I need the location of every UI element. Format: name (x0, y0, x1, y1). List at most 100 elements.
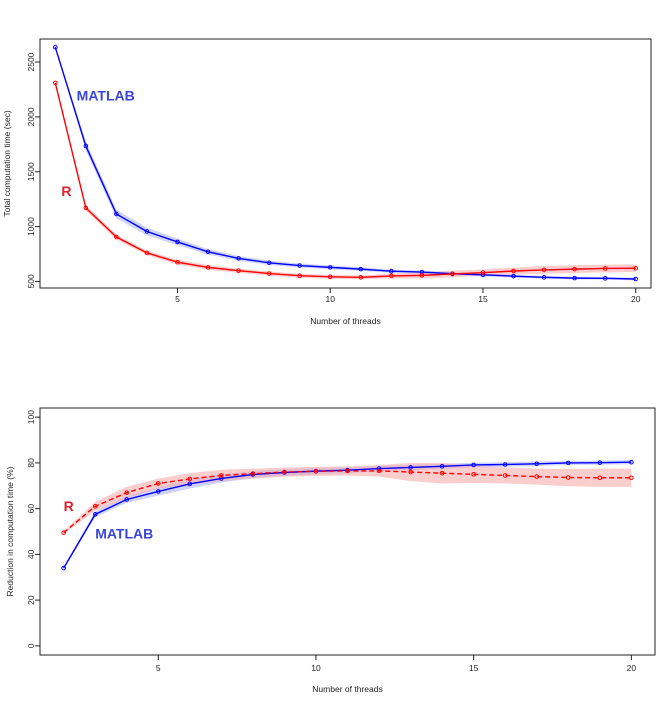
point-r (61, 530, 66, 535)
point-r (439, 470, 445, 476)
point-r (266, 271, 272, 276)
point-r (597, 475, 603, 481)
point-r (114, 234, 119, 240)
x-tick-label: 10 (325, 294, 335, 304)
point-r (250, 471, 256, 476)
point-matlab (327, 265, 333, 270)
y-tick-label: 20 (26, 595, 36, 605)
y-tick-label: 80 (26, 458, 36, 468)
point-r (52, 80, 58, 86)
point-matlab (629, 459, 634, 465)
point-r (297, 273, 302, 279)
top-panel-chart: 5 10 15 20 500 1000 1500 2000 2500 Number of thre… (2, 38, 652, 326)
point-r (205, 265, 211, 270)
annotation-matlab: MATLAB (95, 525, 153, 541)
point-matlab (534, 461, 540, 467)
y-tick-label: 40 (26, 549, 36, 559)
point-matlab (52, 44, 58, 50)
point-matlab (92, 512, 98, 517)
point-r (313, 469, 319, 474)
point-r (629, 475, 634, 481)
point-matlab (144, 229, 150, 234)
point-matlab (175, 239, 180, 245)
annotation-matlab: MATLAB (77, 87, 135, 103)
point-matlab (408, 465, 413, 470)
x-axis-title: Number of threads (312, 684, 382, 694)
point-r (144, 250, 150, 256)
point-r (541, 267, 547, 273)
point-r (633, 265, 639, 271)
point-r (155, 481, 161, 486)
point-r (419, 273, 425, 278)
x-tick-label: 10 (311, 663, 321, 673)
point-matlab (297, 263, 302, 268)
point-r (92, 504, 98, 509)
line-matlab (54, 47, 636, 280)
x-tick-label: 15 (469, 663, 479, 673)
y-axis-title: Total computation time (sec) (2, 110, 12, 216)
x-tick-label: 20 (631, 294, 641, 304)
point-r (534, 474, 540, 479)
annotation-r: R (64, 498, 74, 514)
y-tick-label: 0 (26, 643, 36, 648)
point-r (83, 205, 89, 211)
annotation-r: R (61, 183, 71, 199)
y-tick-label: 1500 (26, 162, 36, 181)
y-tick-label: 100 (26, 410, 36, 424)
point-r (502, 473, 508, 478)
point-r (219, 473, 224, 478)
point-matlab (439, 464, 445, 469)
point-r (358, 275, 364, 280)
point-r (480, 270, 486, 275)
y-tick-label: 500 (26, 274, 36, 288)
point-matlab (155, 489, 161, 494)
x-tick-label: 20 (627, 663, 637, 673)
point-r (572, 266, 577, 272)
x-tick-label: 5 (175, 294, 180, 304)
x-tick-label: 5 (156, 663, 161, 673)
band-matlab (55, 46, 636, 281)
point-matlab (633, 276, 639, 282)
point-matlab (205, 249, 211, 255)
x-axis-title: Number of threads (310, 316, 380, 326)
point-matlab (502, 462, 508, 467)
point-matlab (565, 460, 571, 466)
point-r (187, 476, 193, 482)
y-tick-label: 1000 (26, 217, 36, 236)
point-matlab (61, 565, 66, 571)
plot-frame (39, 38, 652, 289)
point-matlab (572, 275, 577, 281)
y-tick-label: 60 (26, 504, 36, 514)
point-r (282, 469, 287, 475)
point-matlab (597, 460, 603, 465)
point-r (450, 271, 455, 277)
point-matlab (511, 273, 516, 279)
point-r (236, 268, 241, 273)
point-r (124, 490, 130, 495)
y-tick-label: 2500 (26, 52, 36, 71)
point-r (602, 266, 608, 271)
point-matlab (124, 497, 130, 502)
point-matlab (389, 268, 394, 274)
point-r (565, 475, 571, 480)
band-r (63, 462, 632, 534)
point-matlab (219, 476, 224, 481)
point-r (408, 469, 413, 475)
point-matlab (471, 462, 476, 468)
point-matlab (266, 260, 272, 266)
y-tick-label: 2000 (26, 107, 36, 126)
point-r (175, 259, 180, 265)
bottom-panel-chart: 5 10 15 20 0 20 40 60 80 100 Number of threads Redu… (5, 407, 656, 694)
point-matlab (358, 266, 364, 272)
line-r (63, 470, 632, 534)
plot-frame (39, 407, 656, 656)
y-axis-title: Reduction in computation time (%) (5, 466, 15, 596)
point-r (376, 468, 382, 474)
point-r (471, 472, 476, 477)
point-r (345, 468, 350, 474)
point-r (511, 268, 516, 274)
band-r (55, 81, 636, 280)
point-matlab (114, 211, 119, 217)
point-matlab (541, 275, 547, 280)
